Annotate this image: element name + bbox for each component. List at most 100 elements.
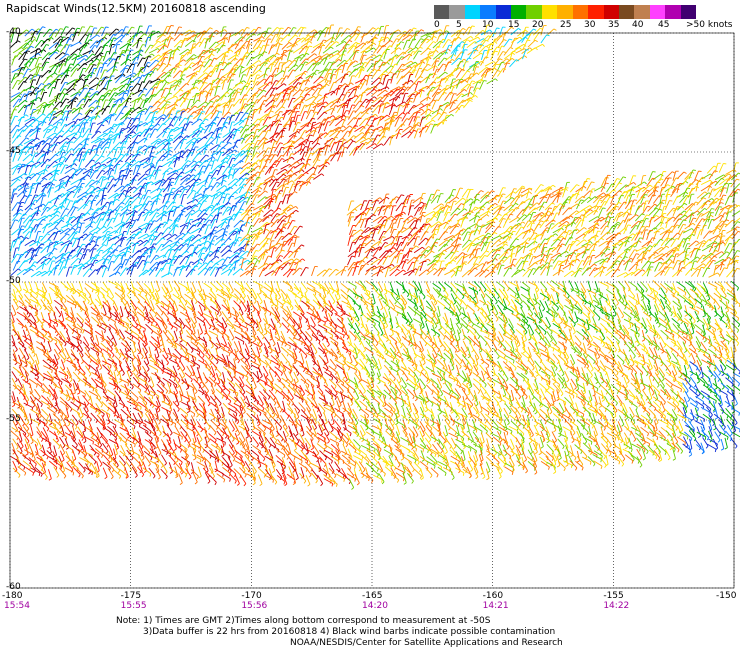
wind-barb-flag: [65, 26, 69, 28]
wind-barb-flag: [119, 160, 123, 163]
wind-barb-flag: [96, 58, 100, 61]
wind-barb: [653, 195, 660, 204]
wind-barb-flag: [150, 105, 154, 108]
wind-barb-flag: [455, 67, 459, 70]
wind-barb: [216, 44, 224, 54]
wind-barb: [312, 42, 322, 49]
wind-barb-flag: [409, 100, 413, 103]
wind-barb: [670, 188, 677, 198]
colorbar-swatch: [511, 5, 527, 19]
wind-barb: [35, 67, 41, 77]
wind-barb-flag: [90, 208, 94, 211]
wind-barb-flag: [193, 178, 197, 182]
wind-barb-flag: [384, 70, 388, 73]
wind-barb-flag: [127, 64, 131, 67]
wind-barb-flag: [163, 148, 167, 151]
wind-barb: [421, 64, 429, 73]
wind-barb: [35, 32, 41, 42]
wind-barb: [166, 194, 171, 204]
wind-barb-flag: [187, 160, 191, 163]
colorbar-swatch: [495, 5, 512, 19]
wind-barb-flag: [158, 138, 162, 142]
wind-barb-flag: [150, 124, 154, 127]
wind-barb-flag: [181, 150, 185, 154]
wind-barb-flag: [29, 207, 33, 211]
wind-barb: [52, 36, 61, 44]
wind-barb-flag: [237, 139, 241, 142]
wind-barb-flag: [240, 39, 244, 42]
wind-barb-flag: [409, 125, 413, 129]
wind-barb-flag: [50, 36, 54, 40]
wind-barb-flag: [84, 44, 88, 47]
wind-barb-flag: [438, 88, 442, 91]
wind-barb-flag: [603, 192, 607, 196]
wind-barb-flag: [187, 107, 191, 111]
wind-barb: [34, 83, 42, 92]
wind-barb-flag: [119, 206, 124, 208]
wind-barb: [277, 178, 285, 188]
wind-barb: [365, 99, 372, 109]
wind-barb-flag: [47, 128, 51, 131]
wind-barb-flag: [153, 93, 158, 96]
wind-barb: [65, 163, 75, 169]
wind-barb: [10, 40, 19, 48]
wind-barb-flag: [35, 87, 40, 90]
wind-barb: [298, 99, 303, 110]
wind-barb-flag: [380, 100, 384, 103]
wind-barb: [60, 93, 66, 103]
wind-barb: [305, 39, 309, 50]
wind-barb-flag: [95, 169, 99, 172]
wind-barb: [184, 57, 192, 66]
wind-barb: [444, 45, 450, 55]
wind-barb: [94, 62, 101, 72]
wind-barb: [72, 27, 78, 38]
wind-barb: [148, 93, 155, 104]
wind-barb: [274, 106, 283, 114]
wind-barb: [426, 41, 434, 50]
wind-barb-flag: [59, 101, 63, 104]
wind-barb: [340, 28, 348, 37]
wind-barb-flag: [352, 140, 356, 143]
wind-barb: [10, 125, 17, 134]
wind-barb-flag: [482, 29, 486, 33]
wind-barb-flag: [374, 36, 378, 40]
wind-barb: [270, 33, 276, 44]
wind-barb-flag: [245, 177, 249, 180]
wind-barb: [694, 170, 699, 181]
wind-barb: [150, 111, 156, 121]
wind-barb: [130, 76, 139, 84]
wind-barb: [234, 46, 243, 54]
wind-barb-flag: [455, 49, 459, 51]
wind-barb: [324, 73, 330, 83]
wind-barb-flag: [494, 67, 497, 71]
wind-barb: [311, 45, 320, 54]
wind-barb: [503, 58, 513, 65]
wind-barb: [389, 112, 395, 122]
wind-barb: [299, 80, 304, 90]
wind-barb: [178, 55, 183, 66]
wind-barb: [262, 44, 267, 55]
wind-barb-flag: [129, 169, 133, 172]
wind-barb-flag: [529, 203, 533, 206]
wind-barb: [306, 104, 312, 114]
wind-barb-flag: [420, 38, 424, 41]
wind-barb-flag: [365, 80, 369, 82]
wind-barb: [354, 32, 361, 42]
wind-barb-flag: [194, 137, 198, 141]
wind-barb-flag: [77, 27, 81, 30]
wind-barb: [490, 46, 498, 56]
colorbar-label: 15: [508, 20, 520, 30]
wind-barb: [274, 123, 280, 134]
colorbar-swatch: [649, 5, 666, 19]
wind-barb: [394, 92, 402, 102]
wind-barb-flag: [288, 26, 292, 29]
wind-barb: [59, 53, 68, 61]
wind-barb: [109, 69, 116, 78]
wind-barb: [390, 70, 398, 79]
wind-barb-flag: [82, 147, 86, 150]
wind-barb-flag: [18, 98, 22, 101]
wind-barb: [208, 41, 217, 50]
wind-barb-flag: [212, 156, 216, 160]
wind-barb: [40, 85, 46, 95]
wind-barb: [179, 67, 186, 77]
